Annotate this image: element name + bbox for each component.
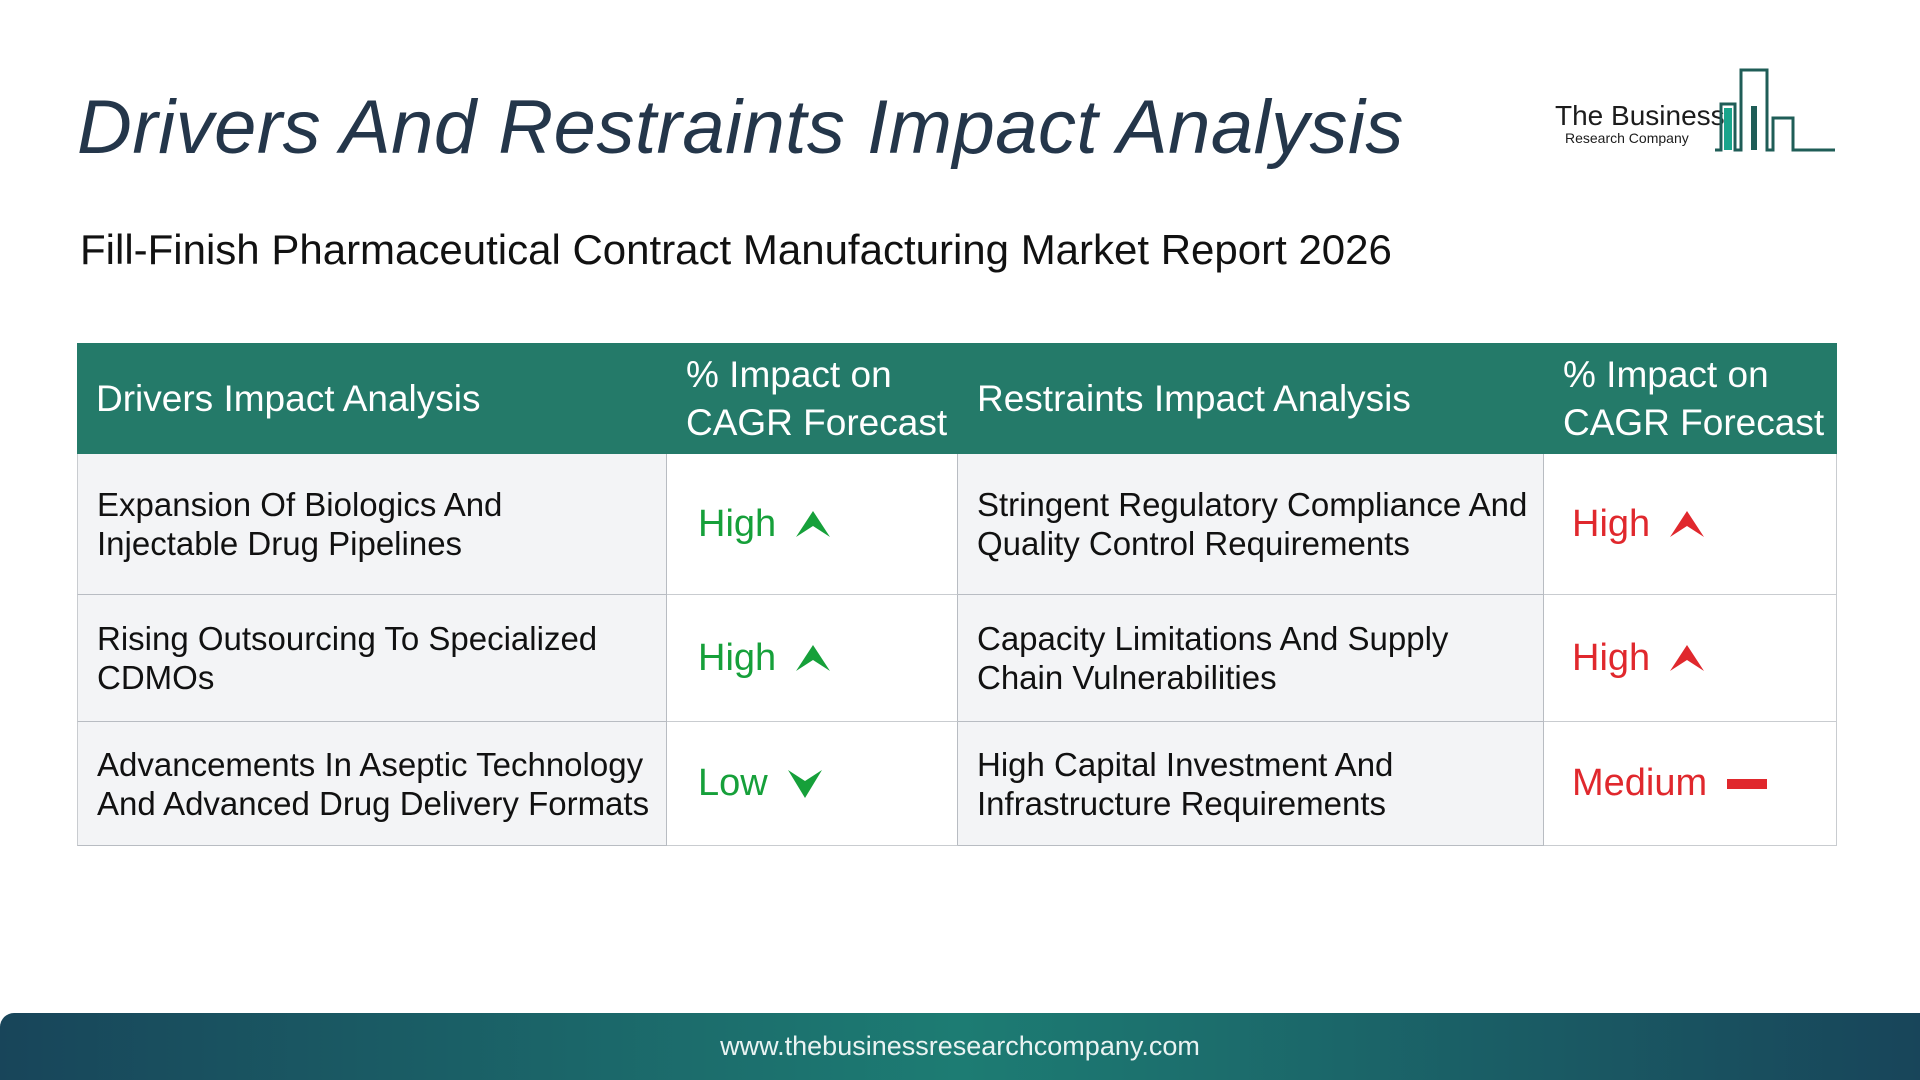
company-logo: The Business Research Company (1555, 68, 1835, 158)
driver-impact-cell: High (667, 454, 958, 595)
page-title: Drivers And Restraints Impact Analysis (77, 85, 1404, 170)
restraints-header: Restraints Impact Analysis (958, 343, 1544, 454)
up-arrow-icon (796, 645, 831, 671)
restraints-impact-header: % Impact on CAGR Forecast (1544, 343, 1837, 454)
driver-impact-cell: Low (667, 722, 958, 846)
restraint-cell: High Capital Investment And Infrastructu… (958, 722, 1544, 846)
impact-table: Drivers Impact Analysis % Impact on CAGR… (77, 343, 1837, 846)
building-chart-icon (1715, 68, 1835, 152)
up-arrow-icon (1670, 511, 1705, 537)
driver-impact-level: High (698, 502, 777, 545)
restraint-impact-level: High (1572, 636, 1651, 679)
restraint-impact-level: High (1572, 502, 1651, 545)
driver-cell: Expansion Of Biologics And Injectable Dr… (77, 454, 667, 595)
restraint-impact-cell: High (1544, 595, 1837, 722)
driver-impact-cell: High (667, 595, 958, 722)
driver-cell: Advancements In Aseptic Technology And A… (77, 722, 667, 846)
driver-impact-level: High (698, 636, 777, 679)
restraint-impact-level: Medium (1572, 762, 1708, 804)
drivers-header: Drivers Impact Analysis (77, 343, 667, 454)
footer-bar: www.thebusinessresearchcompany.com (0, 1013, 1920, 1080)
driver-cell: Rising Outsourcing To Specialized CDMOs (77, 595, 667, 722)
down-arrow-icon (787, 769, 822, 798)
logo-tagline: Research Company (1565, 130, 1689, 146)
up-arrow-icon (1670, 645, 1705, 671)
restraint-cell: Stringent Regulatory Compliance And Qual… (958, 454, 1544, 595)
driver-impact-level: Low (698, 762, 768, 804)
up-arrow-icon (796, 511, 831, 537)
restraint-impact-cell: High (1544, 454, 1837, 595)
footer-website-link[interactable]: www.thebusinessresearchcompany.com (720, 1031, 1200, 1061)
logo-name: The Business (1555, 100, 1725, 131)
restraint-cell: Capacity Limitations And Supply Chain Vu… (958, 595, 1544, 722)
restraint-impact-cell: Medium (1544, 722, 1837, 846)
dash-icon (1727, 778, 1768, 789)
report-subtitle: Fill-Finish Pharmaceutical Contract Manu… (80, 226, 1392, 273)
drivers-impact-header: % Impact on CAGR Forecast (667, 343, 958, 454)
